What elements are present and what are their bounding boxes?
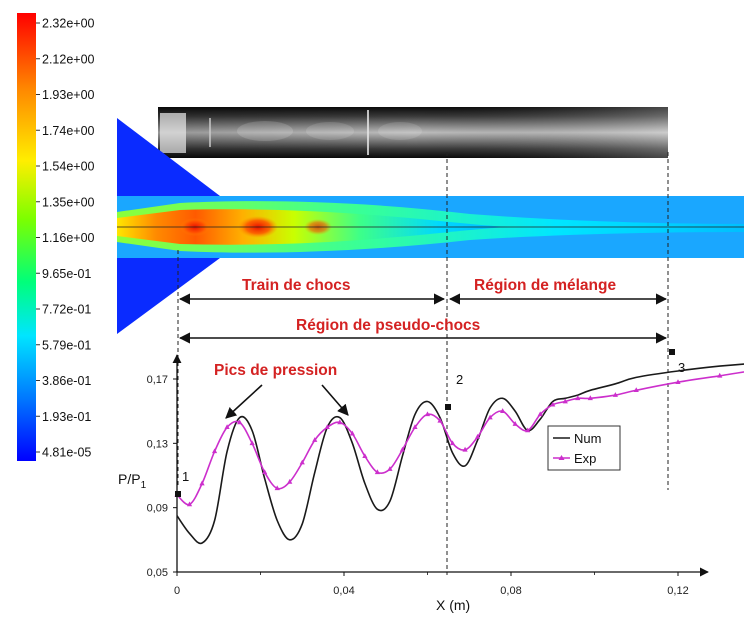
series-exp-point [399,446,406,452]
series-exp-point [186,501,193,507]
series-exp-point [512,421,518,426]
series-exp-point [249,440,255,446]
series-exp-point [537,411,543,417]
colorbar-label: 4.81e-05 [42,446,91,460]
series-exp-point [262,469,268,475]
arrow-pic-2 [321,384,349,416]
series-exp-point [424,411,431,417]
series-exp-point [587,395,593,401]
series-exp-point [612,392,618,397]
dashed-guides [177,152,669,575]
x-axis-title: X (m) [436,597,470,613]
series-exp-point [337,419,343,425]
series-num-line [176,363,744,545]
colorbar: 2.32e+00 2.12e+00 1.93e+00 1.74e+00 1.54e+00… [17,13,95,461]
series-exp-point [274,485,280,491]
legend-num-label: Num [574,431,601,446]
pressure-plot: 00,040,080,120,160,050,090,130,17 P/P1 X… [118,349,744,613]
arrow-pic-1 [225,384,263,419]
series-exp-point [500,408,506,413]
series-exp-point [237,419,243,425]
series-exp-point [312,437,318,442]
region-arrows [178,293,668,419]
point-1-label: 1 [182,469,189,484]
y-tick-label: 0,09 [147,503,168,515]
label-region-melange: Région de mélange [474,277,616,294]
series-exp-point [199,480,205,486]
series-exp-point [449,440,456,446]
series-exp-point [462,446,468,452]
series-exp-point [575,395,581,401]
series-exp-point [717,372,723,378]
series-exp-point [211,448,218,454]
x-tick-label: 0 [174,585,180,597]
legend-exp-label: Exp [574,451,596,466]
series-exp-point [287,478,293,484]
series-exp-point [550,401,556,407]
colorbar-label: 1.93e+00 [42,88,95,102]
series-exp-point [475,433,481,439]
series-exp-point [562,398,568,404]
series-exp-point [224,424,230,430]
x-tick-label: 0,12 [667,585,688,597]
series-exp-point [362,453,368,458]
colorbar-gradient [17,13,36,461]
point-2-label: 2 [456,372,463,387]
y-tick-label: 0,17 [147,374,168,386]
label-region-pseudo-chocs: Région de pseudo-chocs [296,317,480,334]
series-exp-point [374,469,380,475]
y-tick-label: 0,05 [147,567,168,579]
colorbar-label: 1.54e+00 [42,160,95,174]
y-tick-label: 0,13 [147,438,168,450]
colorbar-label: 3.86e-01 [42,374,91,388]
schlieren-photo [158,107,668,158]
colorbar-label: 1.16e+00 [42,231,95,245]
series-exp-point [299,459,305,465]
series-exp-point [387,466,393,471]
colorbar-label: 1.35e+00 [42,195,95,209]
colorbar-label: 9.65e-01 [42,267,91,281]
series-exp-point [525,427,531,433]
x-tick-label: 0,04 [333,585,354,597]
series-exp-point [324,424,330,430]
series-exp-point [633,387,639,393]
point-3-marker [669,349,675,355]
series-exp-point [349,430,355,436]
legend: Num Exp [547,425,621,471]
series-exp-line [176,371,744,506]
series-exp-point [437,417,443,423]
colorbar-label: 5.79e-01 [42,338,91,352]
y-axis-title: P/P1 [118,471,147,491]
label-train-de-chocs: Train de chocs [242,277,351,294]
colorbar-label: 1.93e-01 [42,410,91,424]
series-exp-point [675,379,681,385]
colorbar-label: 2.32e+00 [42,17,95,31]
cfd-contour [117,118,744,334]
label-pics-de-pression: Pics de pression [214,362,337,379]
colorbar-label: 1.74e+00 [42,124,95,138]
colorbar-label: 2.12e+00 [42,52,95,66]
series-exp-point [487,414,493,420]
x-tick-label: 0,08 [500,585,521,597]
point-3-label: 3 [678,360,685,375]
point-1-marker [175,491,181,497]
point-2-marker [445,404,451,410]
colorbar-label: 7.72e-01 [42,303,91,317]
series-exp-point [412,424,418,430]
